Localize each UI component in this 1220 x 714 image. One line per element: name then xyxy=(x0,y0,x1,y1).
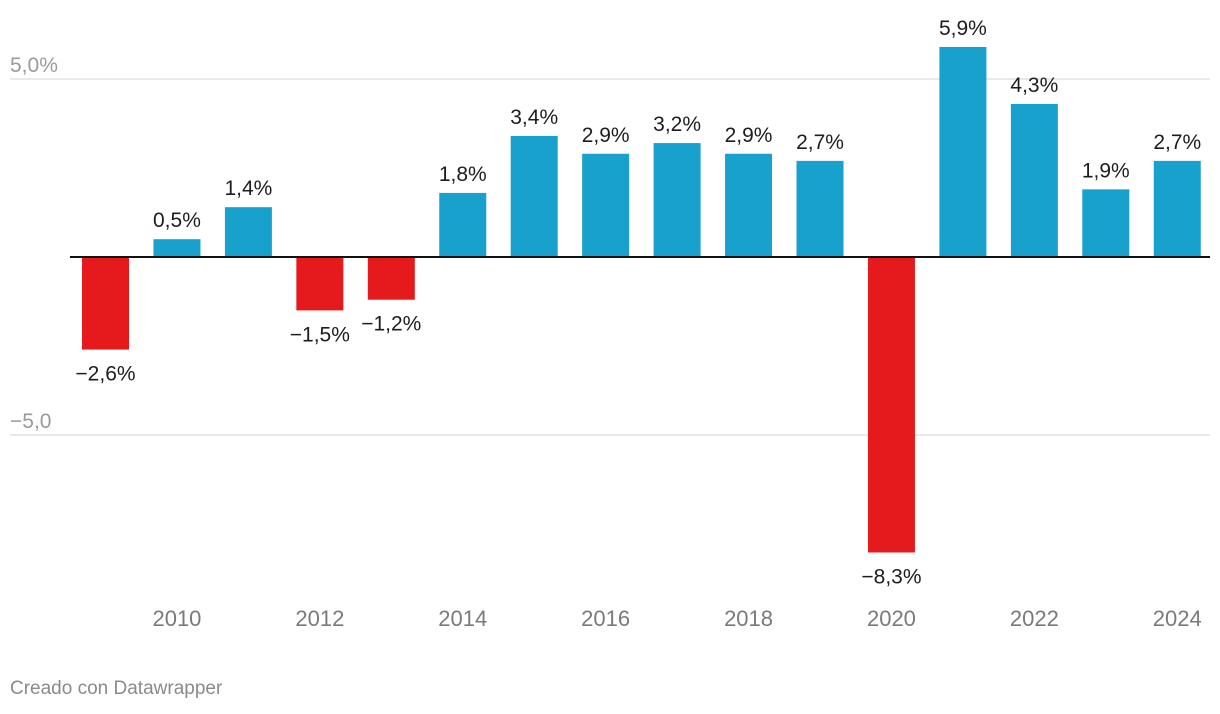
y-axis-ticks: 5,0% −5,0 xyxy=(10,54,58,433)
x-tick-label: 2020 xyxy=(867,606,916,631)
bar-chart: 5,0% −5,0 −2,6% 0,5% 1,4% −1,5% −1,2% 1,8% 3,4%… xyxy=(10,17,1210,631)
bar xyxy=(653,143,701,257)
bar xyxy=(867,257,915,553)
bar-value-label: 2,7% xyxy=(796,131,844,154)
bar-value-label: 1,8% xyxy=(439,163,487,186)
bar-value-label: −2,6% xyxy=(75,363,135,386)
y-tick-label: −5,0 xyxy=(10,410,51,433)
bar xyxy=(439,192,487,257)
x-tick-label: 2010 xyxy=(152,606,201,631)
bar xyxy=(1153,160,1201,257)
bar-value-label: −8,3% xyxy=(861,565,921,588)
bar-value-label: −1,2% xyxy=(361,313,421,336)
bar xyxy=(725,153,773,257)
x-tick-label: 2014 xyxy=(438,606,487,631)
bar-value-label: 4,3% xyxy=(1010,74,1058,97)
x-tick-label: 2016 xyxy=(581,606,630,631)
bar xyxy=(224,207,272,257)
bar xyxy=(82,257,129,350)
x-tick-label: 2022 xyxy=(1010,606,1059,631)
bar xyxy=(296,257,344,311)
bar-value-label: 3,2% xyxy=(653,113,701,136)
x-axis-ticks: 2010 2012 2014 2016 2018 2020 2022 2024 xyxy=(152,606,1201,631)
gridlines xyxy=(10,78,1210,436)
credit-text: Creado con Datawrapper xyxy=(10,678,223,699)
x-tick-label: 2024 xyxy=(1153,606,1202,631)
x-tick-label: 2012 xyxy=(295,606,344,631)
bar-value-label: −1,5% xyxy=(290,323,350,346)
bar xyxy=(1010,103,1058,257)
bar-value-label: 2,7% xyxy=(1153,131,1201,154)
bar xyxy=(582,153,630,257)
x-tick-label: 2018 xyxy=(724,606,773,631)
data-labels: −2,6% 0,5% 1,4% −1,5% −1,2% 1,8% 3,4% 2,9% 3,2% 2… xyxy=(75,17,1201,589)
bar-value-label: 3,4% xyxy=(510,106,558,129)
bar-value-label: 5,9% xyxy=(939,17,987,40)
y-tick-label: 5,0% xyxy=(10,54,58,77)
bar xyxy=(367,257,415,300)
bar xyxy=(1082,189,1130,257)
bars xyxy=(82,46,1201,553)
bar xyxy=(796,160,844,257)
bar-value-label: 2,9% xyxy=(582,124,630,147)
bar xyxy=(939,46,987,258)
bar-value-label: 2,9% xyxy=(725,124,773,147)
bar-value-label: 1,9% xyxy=(1082,159,1130,182)
bar xyxy=(153,239,201,257)
bar-value-label: 0,5% xyxy=(153,209,201,232)
bar xyxy=(510,135,558,257)
bar-value-label: 1,4% xyxy=(224,177,272,200)
